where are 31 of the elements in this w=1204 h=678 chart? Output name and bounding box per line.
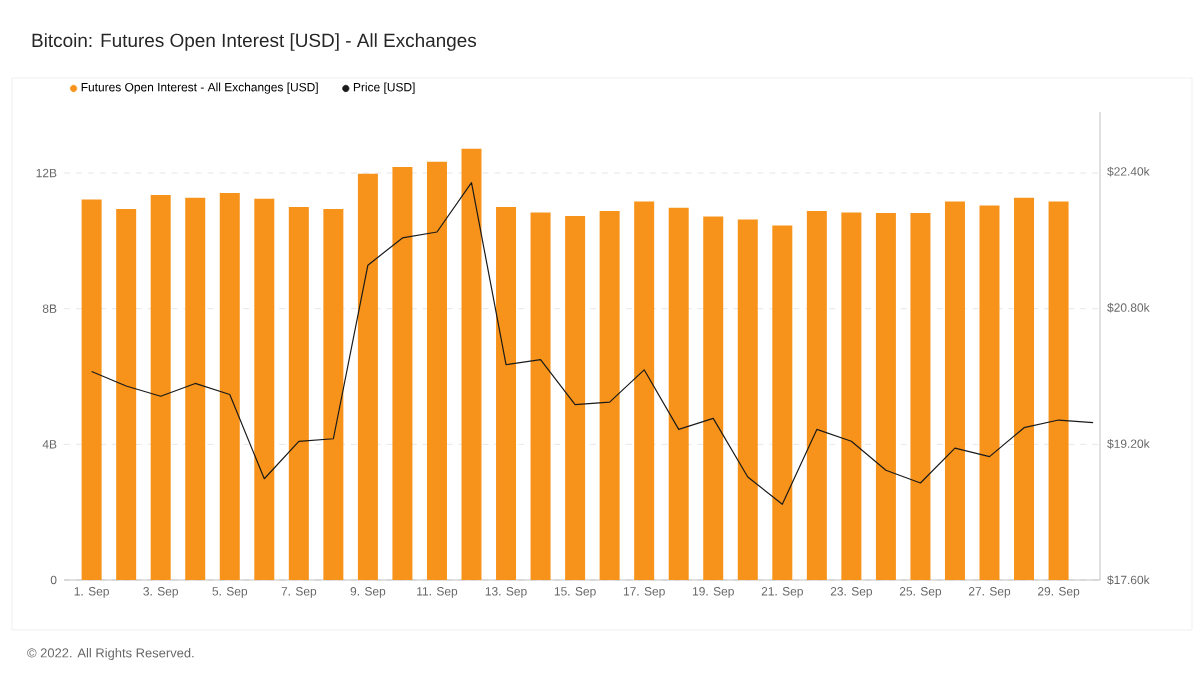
bar [634,201,655,580]
bar [392,166,413,580]
bar [910,213,931,580]
bar [565,216,586,580]
bar [288,206,309,580]
bar [737,219,758,580]
bar [806,211,827,580]
bar [81,199,102,580]
bar [668,207,689,580]
bar [461,148,482,580]
bar [116,208,137,580]
bar [1048,201,1069,580]
bar [979,205,1000,580]
bar [323,208,344,580]
chart-title: Bitcoin: Futures Open Interest [USD] - All Exchanges [32,33,477,51]
bar [599,211,620,580]
bar [875,213,896,580]
bar [496,206,517,580]
bar [254,198,275,580]
bar [219,193,240,580]
bar [944,201,965,580]
line-series [91,182,1094,505]
bar [841,212,862,580]
bar [357,173,378,580]
bar [703,216,724,580]
bar [1014,197,1035,580]
bar [530,212,551,580]
bar [772,225,793,580]
bar [426,161,447,580]
bar [185,197,206,580]
bar [150,195,171,580]
